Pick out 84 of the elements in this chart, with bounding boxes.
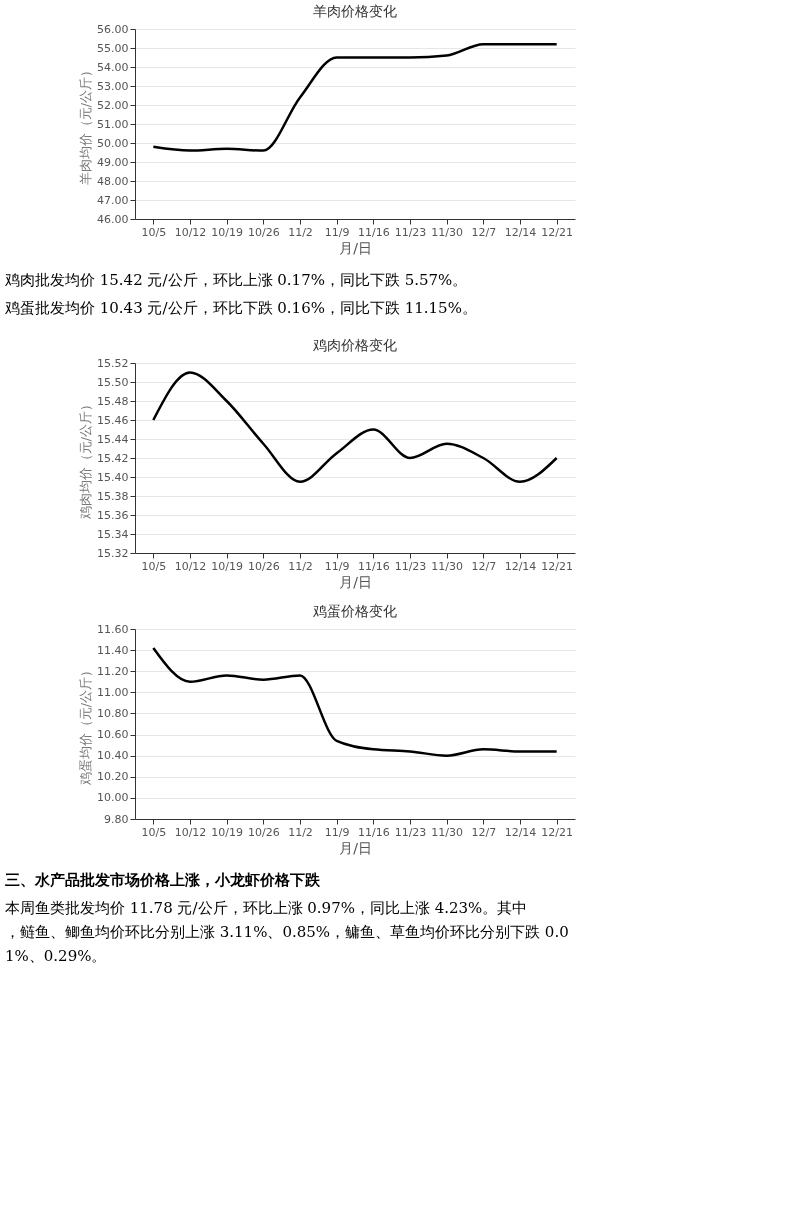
text: 三、水产品批发市场价格上涨，小龙虾价格下跌 bbox=[5, 871, 321, 889]
x-tick-label: 11/2 bbox=[288, 225, 313, 239]
x-axis-title: 月/日 bbox=[339, 839, 372, 856]
y-tick-label: 11.00 bbox=[97, 685, 129, 699]
y-tick-label: 15.52 bbox=[97, 356, 129, 370]
y-axis-title: 鸡蛋均价（元/公斤） bbox=[78, 663, 94, 787]
y-tick-label: 48.00 bbox=[97, 174, 129, 188]
x-tick-label: 12/14 bbox=[504, 825, 537, 839]
y-tick-label: 9.80 bbox=[104, 812, 129, 826]
line-series bbox=[152, 371, 558, 483]
x-tick-label: 10/12 bbox=[174, 559, 207, 573]
y-tick-label: 10.80 bbox=[97, 706, 129, 720]
x-tick-label: 11/16 bbox=[357, 825, 390, 839]
y-tick-label: 15.48 bbox=[97, 394, 129, 408]
y-tick-label: 15.34 bbox=[97, 527, 129, 541]
y-tick-label: 50.00 bbox=[97, 136, 129, 150]
y-tick-label: 15.44 bbox=[97, 432, 129, 446]
x-tick-label: 12/7 bbox=[471, 559, 497, 573]
x-tick-label: 11/16 bbox=[357, 559, 390, 573]
y-tick-label: 15.36 bbox=[97, 508, 129, 522]
line-series bbox=[152, 42, 558, 152]
y-tick-label: 55.00 bbox=[97, 41, 129, 55]
y-tick-label: 49.00 bbox=[97, 155, 129, 169]
x-axis-title: 月/日 bbox=[339, 573, 372, 590]
x-tick-label: 12/7 bbox=[471, 225, 497, 239]
y-axis-title: 鸡肉均价（元/公斤） bbox=[78, 397, 94, 521]
y-tick-label: 53.00 bbox=[97, 79, 129, 93]
x-tick-label: 11/9 bbox=[324, 559, 350, 573]
y-tick-label: 15.42 bbox=[97, 451, 129, 465]
y-tick-label: 56.00 bbox=[97, 22, 129, 36]
y-tick-label: 11.20 bbox=[97, 664, 129, 678]
y-tick-label: 51.00 bbox=[97, 117, 129, 131]
x-tick-label: 11/30 bbox=[431, 559, 464, 573]
x-tick-label: 10/19 bbox=[211, 225, 244, 239]
y-tick-label: 10.40 bbox=[97, 749, 129, 763]
x-tick-label: 11/30 bbox=[431, 225, 464, 239]
x-tick-label: 11/9 bbox=[324, 825, 350, 839]
x-tick-label: 10/26 bbox=[247, 825, 280, 839]
y-tick-label: 47.00 bbox=[97, 193, 129, 207]
y-tick-label: 15.32 bbox=[97, 546, 129, 560]
line-series bbox=[152, 646, 558, 757]
x-tick-label: 11/23 bbox=[394, 559, 427, 573]
chart-title: 羊肉价格变化 bbox=[313, 3, 397, 19]
x-axis-title: 月/日 bbox=[339, 239, 372, 256]
chart-title: 鸡蛋价格变化 bbox=[312, 603, 397, 619]
x-tick-label: 12/21 bbox=[541, 559, 574, 573]
x-tick-label: 12/7 bbox=[471, 825, 497, 839]
x-tick-label: 12/21 bbox=[541, 825, 574, 839]
y-tick-label: 10.20 bbox=[97, 770, 129, 784]
y-tick-label: 10.60 bbox=[97, 728, 129, 742]
y-tick-label: 15.38 bbox=[97, 489, 129, 503]
x-tick-label: 10/19 bbox=[211, 559, 244, 573]
x-tick-label: 10/19 bbox=[211, 825, 244, 839]
y-tick-label: 11.60 bbox=[97, 622, 129, 636]
y-axis-title: 羊肉均价（元/公斤） bbox=[78, 63, 94, 186]
x-tick-label: 12/14 bbox=[504, 559, 537, 573]
x-tick-label: 11/2 bbox=[288, 559, 313, 573]
x-tick-label: 10/12 bbox=[174, 225, 207, 239]
x-tick-label: 11/9 bbox=[324, 225, 350, 239]
y-tick-label: 15.40 bbox=[97, 470, 129, 484]
x-tick-label: 12/21 bbox=[541, 225, 574, 239]
x-tick-label: 11/23 bbox=[394, 825, 427, 839]
x-tick-label: 10/26 bbox=[247, 559, 280, 573]
x-tick-label: 10/5 bbox=[141, 225, 167, 239]
y-tick-label: 11.40 bbox=[97, 643, 129, 657]
text: 鸡肉批发均价 15.42 元/公斤，环比上涨 0.17%，同比下跌 5.57%。 bbox=[4, 271, 468, 289]
x-tick-label: 12/14 bbox=[504, 225, 537, 239]
x-tick-label: 11/30 bbox=[431, 825, 464, 839]
y-tick-label: 46.00 bbox=[97, 212, 129, 226]
x-tick-label: 10/5 bbox=[141, 825, 167, 839]
y-tick-label: 15.50 bbox=[97, 375, 129, 389]
x-tick-label: 11/2 bbox=[288, 825, 313, 839]
y-tick-label: 15.46 bbox=[97, 413, 129, 427]
text: 本周鱼类批发均价 11.78 元/公斤，环比上涨 0.97%，同比上涨 4.23%。其中，鲢鱼、鲫鱼均价环比分别上涨 3.11%、0.85%，鳙鱼、草鱼均价环比分别下跌 0.01%、0.29%。 bbox=[5, 899, 569, 965]
y-tick-label: 54.00 bbox=[97, 60, 129, 74]
x-tick-label: 10/5 bbox=[141, 559, 167, 573]
x-tick-label: 11/16 bbox=[357, 225, 390, 239]
x-tick-label: 11/23 bbox=[394, 225, 427, 239]
y-tick-label: 10.00 bbox=[97, 791, 129, 805]
x-tick-label: 10/12 bbox=[174, 825, 207, 839]
y-tick-label: 52.00 bbox=[97, 98, 129, 112]
x-tick-label: 10/26 bbox=[247, 225, 280, 239]
chart-title: 鸡肉价格变化 bbox=[312, 337, 397, 353]
text: 鸡蛋批发均价 10.43 元/公斤，环比下跌 0.16%，同比下跌 11.15%。 bbox=[4, 299, 477, 317]
